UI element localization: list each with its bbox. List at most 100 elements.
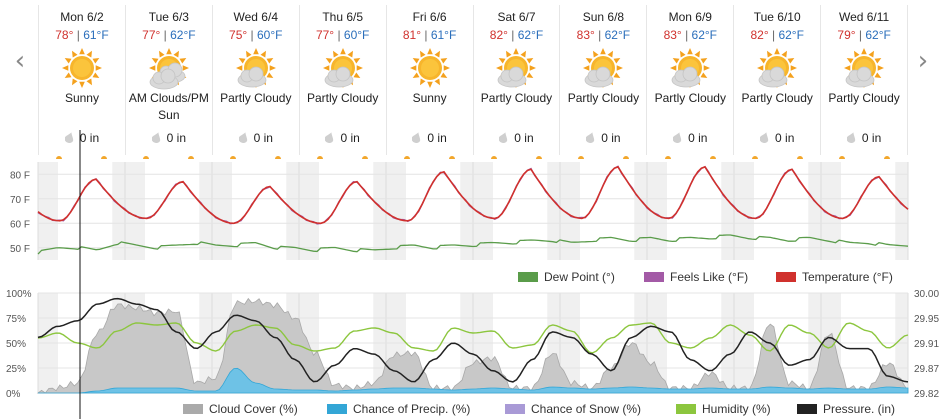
high-temp: 83° xyxy=(576,28,595,42)
next-days-button[interactable]: › xyxy=(913,48,933,74)
day-precip: 0 in xyxy=(39,131,125,145)
night-band xyxy=(373,162,406,260)
day-column[interactable]: Wed 6/11 79° | 62°F Partly Cloudy 0 in xyxy=(821,5,909,155)
day-condition: AM Clouds/PM Sun xyxy=(128,91,209,122)
day-temps: 77° | 62°F xyxy=(126,28,212,44)
day-column[interactable]: Mon 6/2 78° | 61°F Sunny 0 in xyxy=(38,5,126,155)
humidity-swatch xyxy=(676,404,696,414)
partly-cloudy-icon xyxy=(670,48,711,88)
chevron-left-icon: ‹ xyxy=(14,46,26,76)
legend-dew-point[interactable]: Dew Point (°) xyxy=(518,268,615,286)
day-column[interactable]: Tue 6/10 82° | 62°F Partly Cloudy 0 in xyxy=(734,5,822,155)
legend-humidity-label: Humidity (%) xyxy=(702,402,771,416)
legend-cloud-cover[interactable]: Cloud Cover (%) xyxy=(183,400,298,418)
humidity-line xyxy=(37,322,909,354)
day-column[interactable]: Tue 6/3 77° | 62°F AM Clouds/PM Sun 0 in xyxy=(126,5,213,155)
high-temp: 83° xyxy=(663,28,682,42)
sun-marker-icon xyxy=(230,156,236,159)
temp-separator: | xyxy=(160,28,171,42)
temp-separator: | xyxy=(421,28,431,42)
high-temp: 77° xyxy=(142,28,161,42)
legend-chance-snow[interactable]: Chance of Snow (%) xyxy=(505,400,641,418)
sun-marker-icon xyxy=(839,156,845,159)
day-precip: 0 in xyxy=(734,131,820,145)
y-tick-label-right: 29.91 xyxy=(914,339,939,350)
y-tick-label-left: 0% xyxy=(6,389,21,400)
legend-feels-like[interactable]: Feels Like (°F) xyxy=(644,268,748,286)
day-name: Wed 6/4 xyxy=(233,10,278,24)
day-name: Tue 6/3 xyxy=(148,10,189,24)
night-band xyxy=(199,162,232,260)
temp-separator: | xyxy=(855,28,866,42)
chance-precip-area xyxy=(38,367,909,394)
sun-marker-icon xyxy=(491,156,497,159)
sun-marker-icon xyxy=(56,156,62,159)
day-name: Fri 6/6 xyxy=(412,10,447,24)
daily-forecast-strip: Mon 6/2 78° | 61°F Sunny 0 in Tue 6/3 77… xyxy=(38,5,909,155)
low-temp: 60°F xyxy=(343,28,370,42)
dew-point-swatch xyxy=(518,272,538,282)
precip-amount: 0 in xyxy=(253,131,273,145)
low-temp: 62°F xyxy=(604,28,631,42)
day-temps: 82° | 62°F xyxy=(474,28,560,44)
legend-pressure[interactable]: Pressure. (in) xyxy=(797,400,895,418)
precip-amount: 0 in xyxy=(427,131,447,145)
day-temps: 77° | 60°F xyxy=(300,28,386,44)
prev-days-button[interactable]: ‹ xyxy=(10,48,30,74)
legend-humidity[interactable]: Humidity (%) xyxy=(676,400,771,418)
day-temps: 83° | 62°F xyxy=(560,28,646,44)
low-temp: 62°F xyxy=(170,28,196,42)
legend-chance-precip[interactable]: Chance of Precip. (%) xyxy=(327,400,470,418)
sun-marker-icon xyxy=(362,156,368,159)
precip-amount: 0 in xyxy=(688,131,708,145)
raindrop-icon xyxy=(846,132,856,143)
pressure-line xyxy=(37,297,909,383)
day-column[interactable]: Thu 6/5 77° | 60°F Partly Cloudy 0 in xyxy=(300,5,387,155)
sun-marker-icon xyxy=(536,156,542,159)
temperature-legend: Dew Point (°) Feels Like (°F) Temperatur… xyxy=(0,268,945,286)
day-condition: Sunny xyxy=(64,91,99,105)
sunny-icon xyxy=(409,48,450,88)
day-precip: 0 in xyxy=(647,131,733,145)
sun-marker-icon xyxy=(404,156,410,159)
raindrop-icon xyxy=(499,132,508,143)
y-tick-label-right: 29.95 xyxy=(914,314,939,325)
day-column[interactable]: Wed 6/4 75° | 60°F Partly Cloudy 0 in xyxy=(213,5,300,155)
day-precip: 0 in xyxy=(474,131,560,145)
sun-marker-icon xyxy=(578,156,584,159)
cloud-cover-swatch xyxy=(183,404,203,414)
day-column[interactable]: Sun 6/8 83° | 62°F Partly Cloudy 0 in xyxy=(560,5,648,155)
precip-amount: 0 in xyxy=(514,131,534,145)
temp-separator: | xyxy=(594,28,605,42)
sun-marker-icon xyxy=(710,156,716,159)
low-temp: 62°F xyxy=(865,28,891,42)
precip-amount: 0 in xyxy=(601,131,621,145)
night-band xyxy=(38,162,58,260)
precip-amount: 0 in xyxy=(340,131,360,145)
high-temp: 77° xyxy=(315,28,335,42)
precip-amount: 0 in xyxy=(775,131,795,145)
night-band xyxy=(286,162,319,260)
day-column[interactable]: Fri 6/6 81° | 61°F Sunny 0 in xyxy=(387,5,474,155)
legend-temperature[interactable]: Temperature (°F) xyxy=(776,268,893,286)
y-tick-label: 70 F xyxy=(10,195,30,206)
day-column[interactable]: Mon 6/9 83° | 62°F Partly Cloudy 0 in xyxy=(647,5,735,155)
day-precip: 0 in xyxy=(821,131,907,145)
low-temp: 62°F xyxy=(517,28,544,42)
day-precip: 0 in xyxy=(300,131,386,145)
temp-separator: | xyxy=(768,28,779,42)
day-column[interactable]: Sat 6/7 82° | 62°F Partly Cloudy 0 in xyxy=(474,5,561,155)
day-temps: 75° | 60°F xyxy=(213,28,299,44)
legend-dew-point-label: Dew Point (°) xyxy=(544,270,615,284)
low-temp: 61°F xyxy=(430,28,457,42)
y-tick-label-left: 50% xyxy=(6,339,26,350)
partly-cloudy-icon xyxy=(844,48,885,88)
temp-separator: | xyxy=(334,28,344,42)
day-precip: 0 in xyxy=(126,131,212,145)
day-temps: 79° | 62°F xyxy=(821,28,907,44)
day-condition: Partly Cloudy xyxy=(480,91,553,105)
high-temp: 78° xyxy=(55,28,74,42)
sun-marker-icon xyxy=(143,156,149,159)
y-tick-label: 60 F xyxy=(10,219,30,230)
temp-separator: | xyxy=(681,28,692,42)
